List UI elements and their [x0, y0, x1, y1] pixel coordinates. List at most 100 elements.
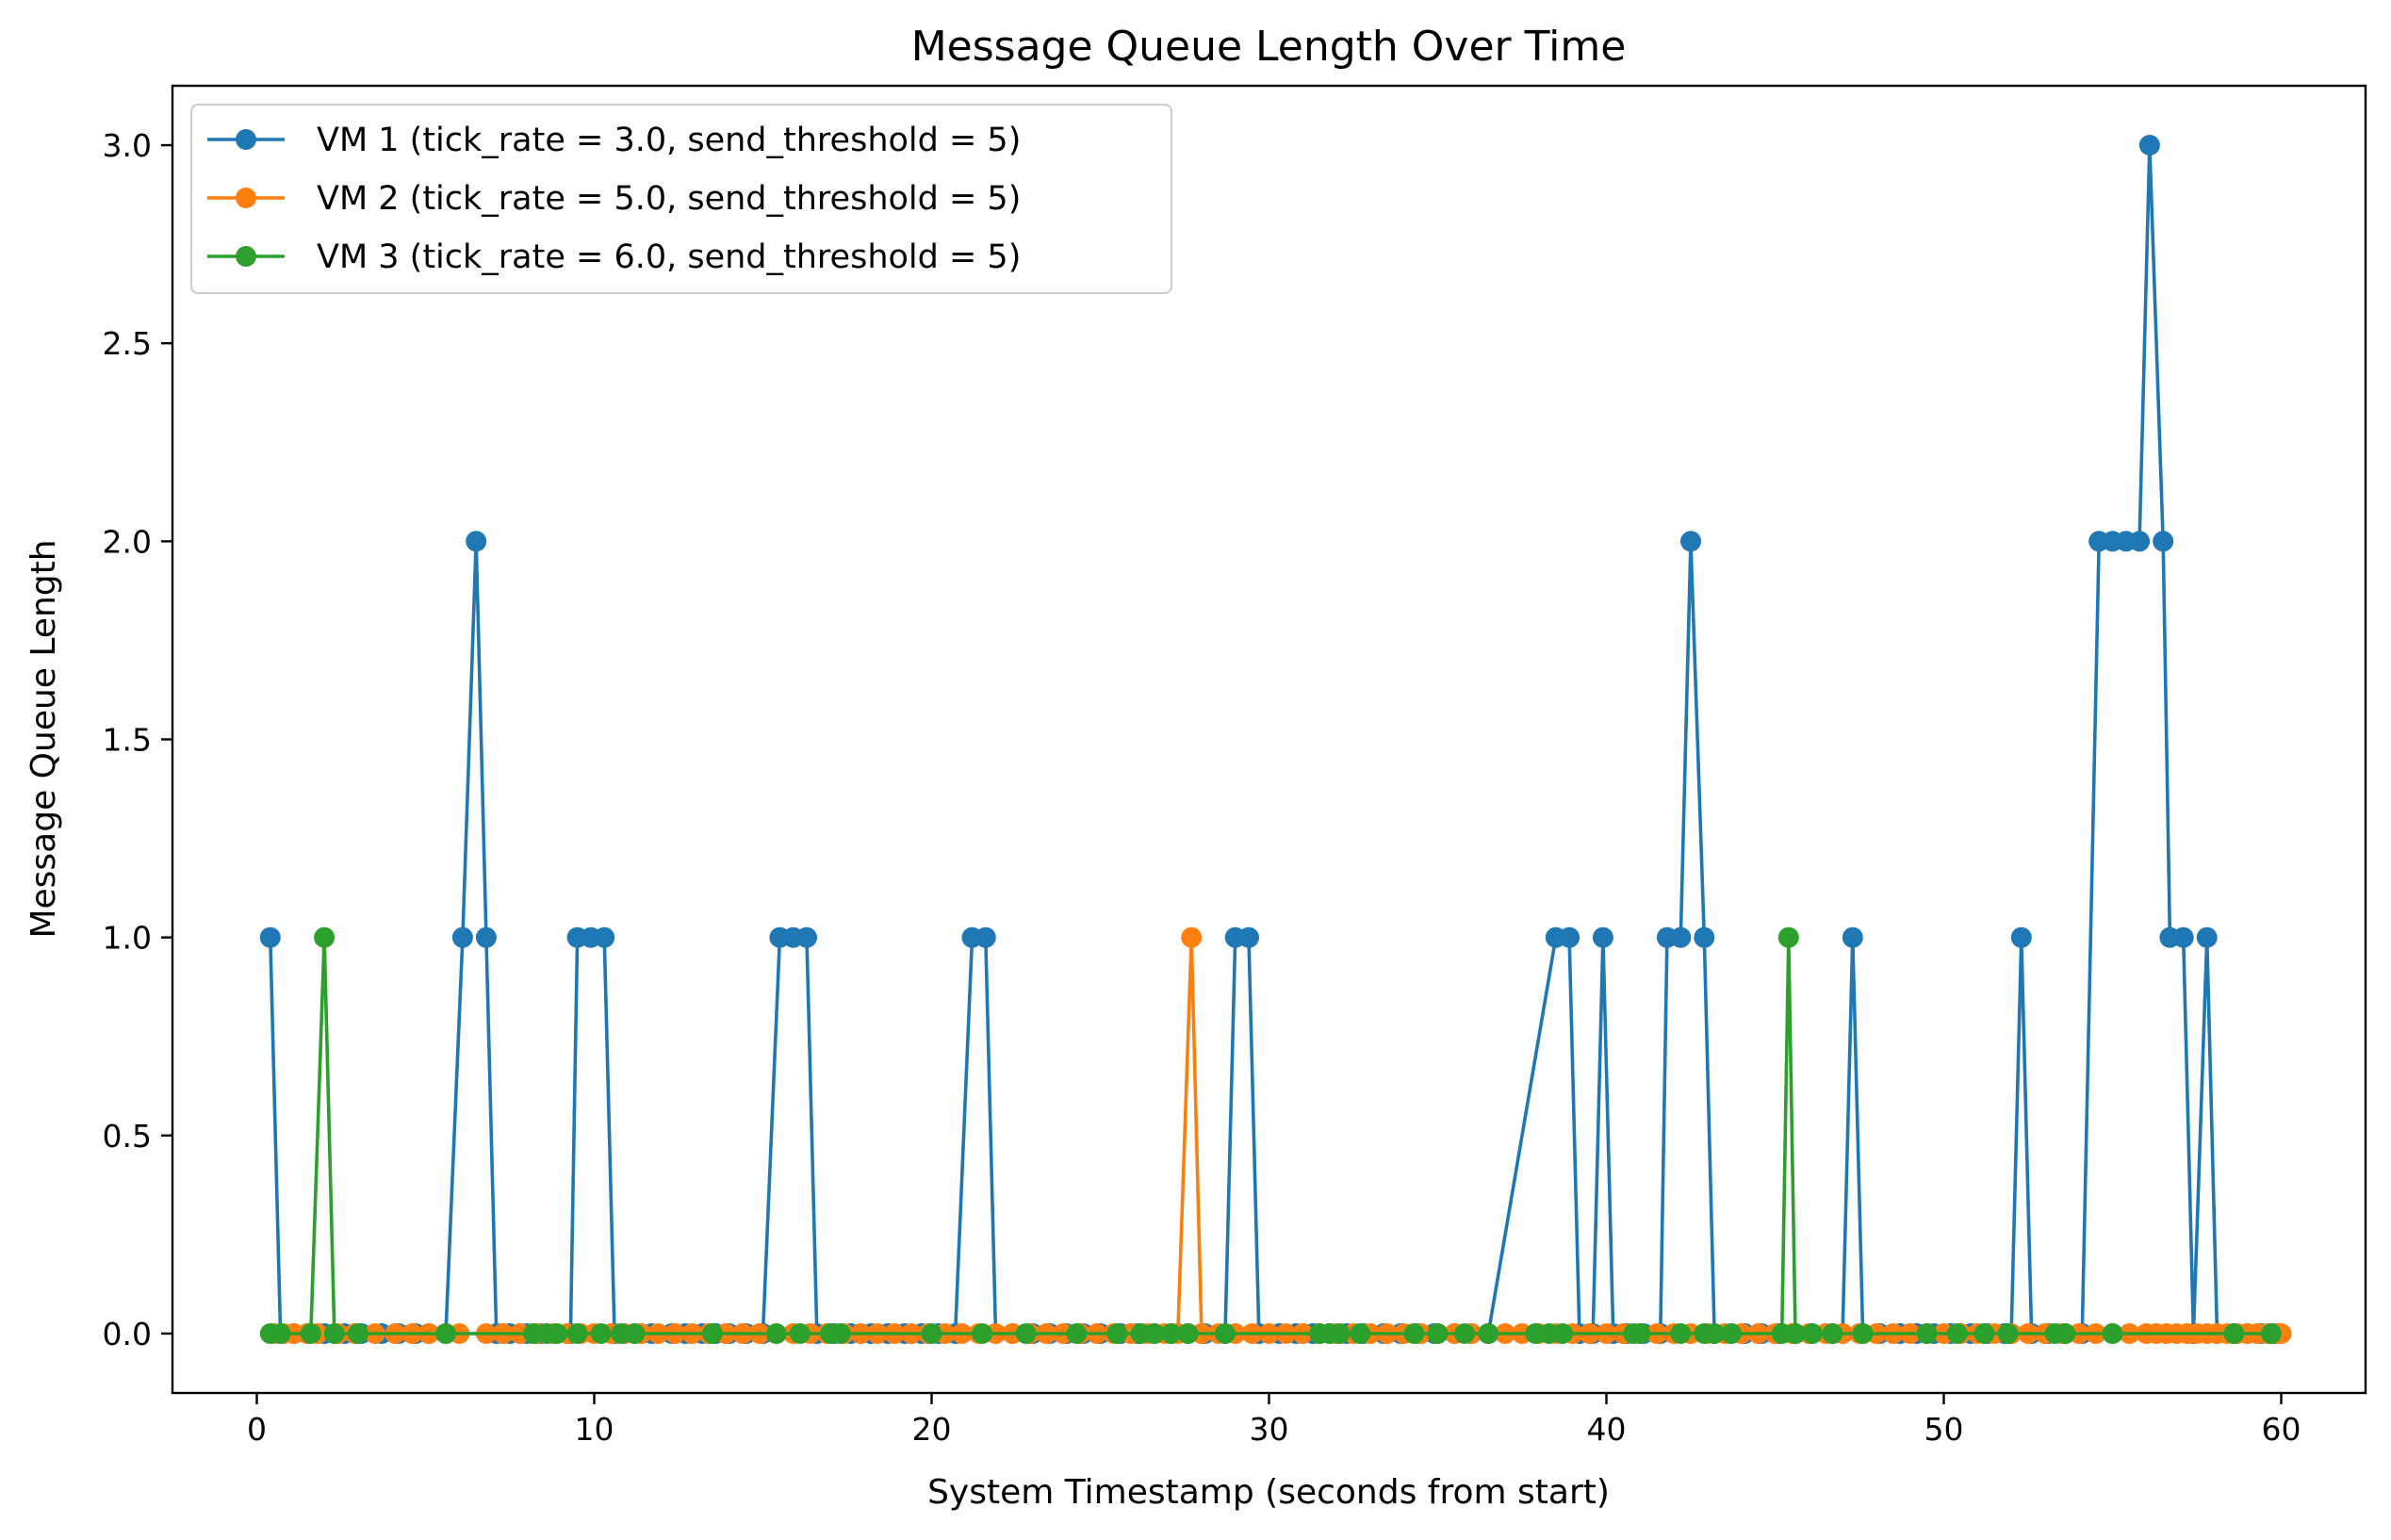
data-point-vm3 — [1478, 1323, 1499, 1344]
data-point-vm1 — [2172, 926, 2194, 948]
plot-area — [171, 84, 2367, 1395]
data-point-vm1 — [594, 926, 615, 948]
data-point-vm1 — [2010, 926, 2032, 948]
data-point-vm3 — [435, 1323, 456, 1344]
data-point-vm3 — [1215, 1323, 1236, 1344]
legend-label-vm1: VM 1 (tick_rate = 3.0, send_threshold = … — [317, 122, 1021, 159]
data-point-vm1 — [259, 926, 281, 948]
data-point-vm3 — [2102, 1323, 2123, 1344]
data-point-vm1 — [2138, 135, 2160, 156]
data-point-vm1 — [1680, 531, 1701, 552]
legend-entry-vm3: VM 3 (tick_rate = 6.0, send_threshold = … — [207, 238, 1021, 276]
chart-title: Message Queue Length Over Time — [911, 23, 1627, 71]
data-point-vm3 — [972, 1323, 993, 1344]
data-point-vm3 — [1946, 1323, 1968, 1344]
x-tick-label: 10 — [575, 1411, 614, 1448]
data-point-vm3 — [1106, 1323, 1128, 1344]
data-point-vm1 — [1592, 926, 1613, 948]
data-point-vm3 — [1552, 1323, 1573, 1344]
data-point-vm1 — [1842, 926, 1863, 948]
data-point-vm1 — [974, 926, 996, 948]
y-tick-label: 2.0 — [103, 523, 152, 560]
data-point-vm3 — [701, 1323, 723, 1344]
legend-entry-vm2: VM 2 (tick_rate = 5.0, send_threshold = … — [207, 180, 1021, 218]
y-tick-label: 2.5 — [103, 325, 152, 362]
data-point-vm3 — [1801, 1323, 1823, 1344]
data-point-vm3 — [789, 1323, 811, 1344]
series-vm2 — [263, 926, 2292, 1344]
series-layer — [259, 135, 2292, 1344]
data-point-vm1 — [1670, 926, 1692, 948]
data-point-vm3 — [1721, 1323, 1742, 1344]
data-point-vm3 — [1822, 1323, 1843, 1344]
data-point-vm3 — [1177, 1323, 1199, 1344]
data-point-vm3 — [314, 926, 336, 948]
data-point-vm3 — [1973, 1323, 1995, 1344]
data-point-vm3 — [1670, 1323, 1692, 1344]
data-point-vm1 — [451, 926, 473, 948]
data-point-vm3 — [765, 1323, 787, 1344]
data-point-vm1 — [475, 926, 497, 948]
legend-marker-vm1 — [236, 129, 256, 150]
data-point-vm3 — [1015, 1323, 1037, 1344]
y-tick-label: 1.5 — [103, 722, 152, 759]
legend-marker-vm2 — [236, 188, 256, 208]
legend-frame — [190, 104, 1172, 294]
data-point-vm3 — [1066, 1323, 1088, 1344]
data-point-vm3 — [1852, 1323, 1874, 1344]
y-tick-label: 0.5 — [103, 1118, 152, 1155]
data-point-vm3 — [1143, 1323, 1165, 1344]
x-tick-label: 0 — [247, 1411, 267, 1448]
data-point-vm3 — [2223, 1323, 2245, 1344]
x-axis: 0 10 20 30 40 50 60 — [247, 1393, 2301, 1448]
x-tick-label: 50 — [1924, 1411, 1964, 1448]
y-tick-label: 0.0 — [103, 1316, 152, 1352]
data-point-vm3 — [1916, 1323, 1938, 1344]
legend-marker-vm3 — [236, 246, 256, 267]
data-point-vm3 — [1403, 1323, 1425, 1344]
data-point-vm3 — [1785, 1323, 1806, 1344]
data-point-vm3 — [1350, 1323, 1371, 1344]
legend-entry-vm1: VM 1 (tick_rate = 3.0, send_threshold = … — [207, 122, 1021, 159]
legend: VM 1 (tick_rate = 3.0, send_threshold = … — [190, 104, 1172, 294]
legend-label-vm3: VM 3 (tick_rate = 6.0, send_threshold = … — [317, 238, 1021, 276]
data-point-vm1 — [1694, 926, 1715, 948]
y-tick-label: 1.0 — [103, 920, 152, 957]
data-point-vm3 — [547, 1323, 568, 1344]
data-point-vm3 — [2260, 1323, 2282, 1344]
data-point-vm1 — [2196, 926, 2218, 948]
data-point-vm3 — [1997, 1323, 2019, 1344]
series-vm3 — [259, 926, 2282, 1344]
data-point-vm3 — [1329, 1323, 1351, 1344]
data-point-vm3 — [270, 1323, 291, 1344]
y-tick-label: 3.0 — [103, 127, 152, 164]
data-point-vm3 — [1777, 926, 1799, 948]
data-point-vm1 — [796, 926, 817, 948]
data-point-vm1 — [2153, 531, 2174, 552]
data-point-vm3 — [566, 1323, 588, 1344]
series-line-vm1 — [269, 143, 2275, 1335]
data-point-vm3 — [347, 1323, 368, 1344]
data-point-vm2 — [1181, 926, 1203, 948]
x-tick-label: 20 — [912, 1411, 952, 1448]
data-point-vm1 — [1559, 926, 1580, 948]
data-point-vm3 — [1629, 1323, 1651, 1344]
data-point-vm3 — [624, 1323, 646, 1344]
data-point-vm3 — [1427, 1323, 1449, 1344]
x-tick-label: 30 — [1250, 1411, 1289, 1448]
series-vm1 — [259, 135, 2285, 1344]
y-axis: 0.0 0.5 1.0 1.5 2.0 2.5 3.0 — [103, 127, 172, 1352]
data-point-vm3 — [323, 1323, 345, 1344]
x-tick-label: 40 — [1587, 1411, 1627, 1448]
data-point-vm3 — [1704, 1323, 1726, 1344]
y-axis-label: Message Queue Length — [25, 539, 63, 938]
data-point-vm1 — [1238, 926, 1259, 948]
data-point-vm3 — [590, 1323, 612, 1344]
data-point-vm3 — [829, 1323, 851, 1344]
data-point-vm1 — [2129, 531, 2151, 552]
legend-label-vm2: VM 2 (tick_rate = 5.0, send_threshold = … — [317, 180, 1021, 218]
data-point-vm3 — [921, 1323, 942, 1344]
x-axis-label: System Timestamp (seconds from start) — [927, 1473, 1610, 1512]
data-point-vm3 — [1454, 1323, 1476, 1344]
